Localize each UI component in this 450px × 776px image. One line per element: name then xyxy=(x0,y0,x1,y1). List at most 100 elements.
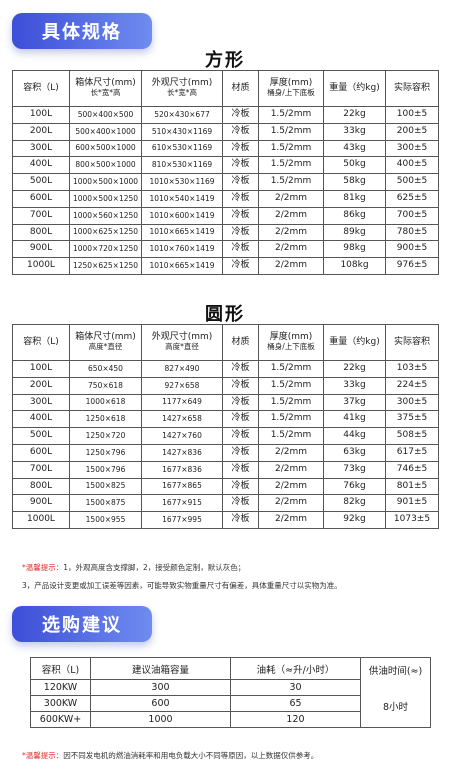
cell-weight: 98kg xyxy=(323,240,386,259)
cell-weight: 33kg xyxy=(323,122,386,141)
cell-material: 冷板 xyxy=(222,189,259,208)
cell-box-size: 650×450 xyxy=(69,360,142,378)
cell-weight: 41kg xyxy=(323,410,386,429)
cell-capacity: 400L xyxy=(12,156,70,175)
cell-thickness: 2/2mm xyxy=(258,223,324,242)
note-line-1: *温馨提示：1，外观高度含支撑脚，2，接受颜色定制，默认灰色； xyxy=(22,563,246,572)
cell-box-size: 1500×875 xyxy=(69,494,142,513)
cell-material: 冷板 xyxy=(222,410,259,429)
cell-material: 冷板 xyxy=(222,257,259,275)
table-row: 400L 1250×618 1427×658 冷板 1.5/2mm 41kg 375±5 xyxy=(12,410,439,429)
cell-weight: 22kg xyxy=(323,106,386,124)
cell-actual: 746±5 xyxy=(385,460,439,479)
cell-box-size: 500×400×1000 xyxy=(69,122,142,141)
col-weight: 重量（约kg) xyxy=(323,324,386,361)
col-material: 材质 xyxy=(222,324,259,361)
cell-actual: 224±5 xyxy=(385,376,439,395)
cell-thickness: 1.5/2mm xyxy=(258,360,324,378)
cell-thickness: 2/2mm xyxy=(258,240,324,259)
cell-outer-size: 1677×865 xyxy=(141,477,223,496)
cell-actual: 100±5 xyxy=(385,106,439,124)
round-spec-table: 容积（L) 箱体尺寸(mm) 高度*直径 外观尺寸(mm) 高度*直径 材质 厚度(… xyxy=(12,324,439,529)
cell-weight: 86kg xyxy=(323,206,386,225)
cell-outer-size: 610×530×1169 xyxy=(141,139,223,158)
cell-material: 冷板 xyxy=(222,106,259,124)
cell-actual: 625±5 xyxy=(385,189,439,208)
table-row: 1000L 1500×955 1677×995 冷板 2/2mm 92kg 1073±5 xyxy=(12,511,439,529)
cell-outer-size: 1177×649 xyxy=(141,393,223,412)
note-line-2: 3，产品设计变更或加工误差等因素，可能导致实物重量尺寸有偏差，具体重量尺寸以实物… xyxy=(22,581,342,590)
cell-outer-size: 510×430×1169 xyxy=(141,122,223,141)
table-row: 500L 1250×720 1427×760 冷板 1.5/2mm 44kg 508±5 xyxy=(12,427,439,445)
cell-material: 冷板 xyxy=(222,240,259,259)
cell-weight: 37kg xyxy=(323,393,386,412)
cell-weight: 44kg xyxy=(323,427,386,445)
cell-thickness: 2/2mm xyxy=(258,511,324,529)
cell-thickness: 2/2mm xyxy=(258,443,324,462)
cell-outer-size: 1427×760 xyxy=(141,427,223,445)
cell-outer-size: 1677×915 xyxy=(141,494,223,513)
cell-capacity: 700L xyxy=(12,460,70,479)
cell-thickness: 1.5/2mm xyxy=(258,106,324,124)
col-material: 材质 xyxy=(222,70,259,107)
cell-box-size: 1250×618 xyxy=(69,410,142,429)
cell-thickness: 2/2mm xyxy=(258,206,324,225)
cell-capacity: 100L xyxy=(12,360,70,378)
table-header-row: 容积（L) 箱体尺寸(mm) 长*宽*高 外观尺寸(mm) 长*宽*高 材质 厚度(… xyxy=(12,70,439,107)
cell-thickness: 2/2mm xyxy=(258,189,324,208)
cell-thickness: 1.5/2mm xyxy=(258,173,324,191)
cell-material: 冷板 xyxy=(222,477,259,496)
cell-actual: 1073±5 xyxy=(385,511,439,529)
table-row: 600KW+ 1000 120 xyxy=(30,711,431,728)
cell-outer-size: 827×490 xyxy=(141,360,223,378)
cell-material: 冷板 xyxy=(222,206,259,225)
cell-material: 冷板 xyxy=(222,511,259,529)
cell-thickness: 1.5/2mm xyxy=(258,122,324,141)
col-actual: 实际容积 xyxy=(385,324,439,361)
cell-weight: 108kg xyxy=(323,257,386,275)
cell-material: 冷板 xyxy=(222,122,259,141)
cell-weight: 76kg xyxy=(323,477,386,496)
col-outer-size: 外观尺寸(mm) 长*宽*高 xyxy=(141,70,223,107)
table-row: 1000L 1250×625×1250 1010×665×1419 冷板 2/2mm 10… xyxy=(12,257,439,275)
table-row: 600L 1250×796 1427×836 冷板 2/2mm 63kg 617±5 xyxy=(12,443,439,462)
cell-weight: 22kg xyxy=(323,360,386,378)
cell-actual: 780±5 xyxy=(385,223,439,242)
cell-thickness: 2/2mm xyxy=(258,257,324,275)
cell-thickness: 2/2mm xyxy=(258,494,324,513)
cell-weight: 92kg xyxy=(323,511,386,529)
cell-box-size: 1000×618 xyxy=(69,393,142,412)
cell-outer-size: 520×430×677 xyxy=(141,106,223,124)
table-row: 200L 500×400×1000 510×430×1169 冷板 1.5/2mm 33k… xyxy=(12,122,439,141)
cell-material: 冷板 xyxy=(222,460,259,479)
cell-outer-size: 1010×600×1419 xyxy=(141,206,223,225)
col-box-size: 箱体尺寸(mm) 长*宽*高 xyxy=(69,70,142,107)
table-row: 600L 1000×500×1250 1010×540×1419 冷板 2/2mm 81k… xyxy=(12,189,439,208)
cell-actual: 900±5 xyxy=(385,240,439,259)
cell-material: 冷板 xyxy=(222,139,259,158)
cell-box-size: 1250×720 xyxy=(69,427,142,445)
table-header-row: 容积（L) 建议油箱容量 油耗（≈升/小时） 供油时间(≈) 8小时 xyxy=(30,657,431,728)
cell-outer-size: 1677×995 xyxy=(141,511,223,529)
cell-outer-size: 1010×530×1169 xyxy=(141,173,223,191)
bottom-note: *温馨提示：因不同发电机的燃油消耗率和用电负载大小不同等原因，以上数据仅供参考。 xyxy=(22,751,319,760)
cell-capacity: 600L xyxy=(12,189,70,208)
table-header-row: 容积（L) 箱体尺寸(mm) 高度*直径 外观尺寸(mm) 高度*直径 材质 厚度(… xyxy=(12,324,439,361)
cell-box-size: 500×400×500 xyxy=(69,106,142,124)
table-row: 900L 1500×875 1677×915 冷板 2/2mm 82kg 901±5 xyxy=(12,494,439,513)
col-weight: 重量（约kg) xyxy=(323,70,386,107)
table-row: 900L 1000×720×1250 1010×760×1419 冷板 2/2mm 98k… xyxy=(12,240,439,259)
cell-box-size: 1000×500×1000 xyxy=(69,173,142,191)
cell-outer-size: 1010×540×1419 xyxy=(141,189,223,208)
cell-capacity: 900L xyxy=(12,494,70,513)
cell-thickness: 1.5/2mm xyxy=(258,139,324,158)
table-row: 800L 1500×825 1677×865 冷板 2/2mm 76kg 801±5 xyxy=(12,477,439,496)
cell-box-size: 1500×955 xyxy=(69,511,142,529)
col-actual: 实际容积 xyxy=(385,70,439,107)
cell-outer-size: 927×658 xyxy=(141,376,223,395)
cell-capacity: 1000L xyxy=(12,257,70,275)
col-capacity: 容积（L) xyxy=(30,657,91,680)
cell-actual: 400±5 xyxy=(385,156,439,175)
cell-outer-size: 1427×836 xyxy=(141,443,223,462)
cell-actual: 375±5 xyxy=(385,410,439,429)
